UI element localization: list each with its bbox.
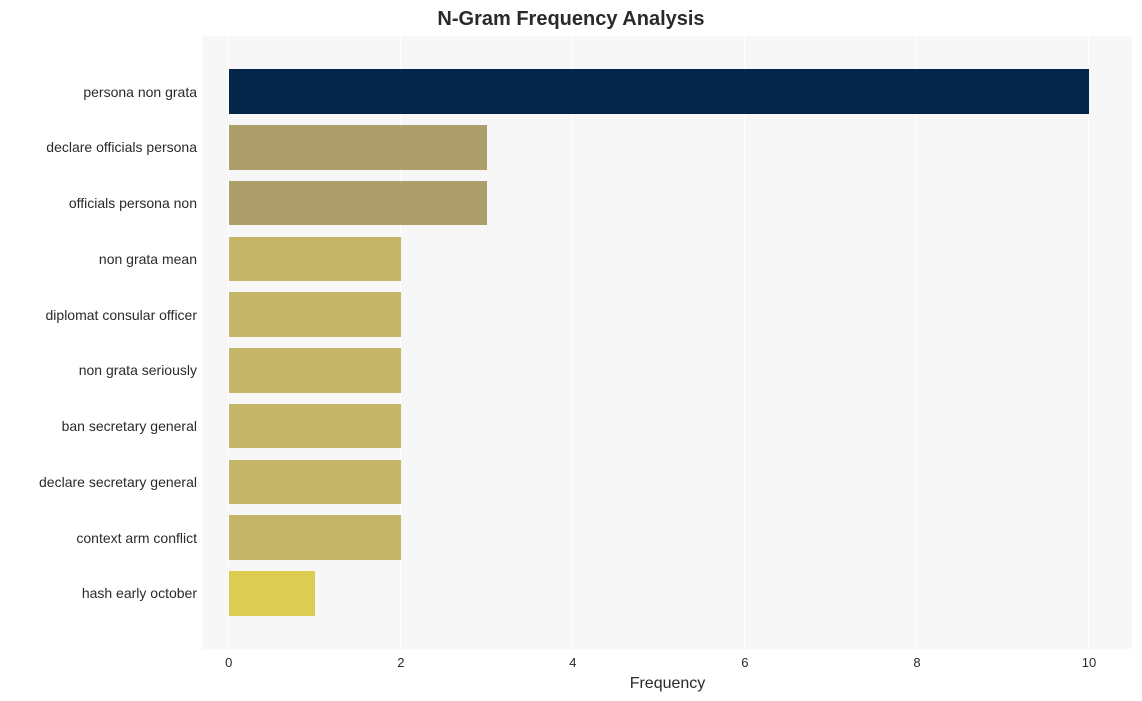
bar xyxy=(229,348,401,393)
bar xyxy=(229,404,401,449)
y-tick-label: non grata mean xyxy=(99,251,197,267)
y-tick-label: persona non grata xyxy=(83,84,197,100)
bar xyxy=(229,571,315,616)
x-gridline xyxy=(916,36,917,649)
chart-title: N-Gram Frequency Analysis xyxy=(0,8,1142,31)
x-gridline xyxy=(572,36,573,649)
x-tick-label: 8 xyxy=(913,655,920,670)
x-gridline xyxy=(744,36,745,649)
bar xyxy=(229,181,487,226)
x-tick-label: 0 xyxy=(225,655,232,670)
y-tick-label: ban secretary general xyxy=(62,418,197,434)
y-tick-label: diplomat consular officer xyxy=(46,307,197,323)
y-tick-label: declare secretary general xyxy=(39,474,197,490)
bar xyxy=(229,237,401,282)
x-tick-label: 4 xyxy=(569,655,576,670)
bar xyxy=(229,69,1089,114)
chart-root: N-Gram Frequency Analysis Frequency pers… xyxy=(0,0,1142,701)
y-tick-label: context arm conflict xyxy=(76,530,197,546)
bar xyxy=(229,460,401,505)
plot-area xyxy=(203,36,1132,649)
y-tick-label: hash early october xyxy=(82,585,197,601)
y-tick-label: declare officials persona xyxy=(46,139,197,155)
x-axis-label: Frequency xyxy=(630,675,706,693)
x-gridline xyxy=(1088,36,1089,649)
bar xyxy=(229,125,487,170)
y-tick-label: officials persona non xyxy=(69,195,197,211)
bar xyxy=(229,292,401,337)
bar xyxy=(229,515,401,560)
x-tick-label: 10 xyxy=(1082,655,1096,670)
y-tick-label: non grata seriously xyxy=(79,362,197,378)
x-tick-label: 6 xyxy=(741,655,748,670)
x-tick-label: 2 xyxy=(397,655,404,670)
